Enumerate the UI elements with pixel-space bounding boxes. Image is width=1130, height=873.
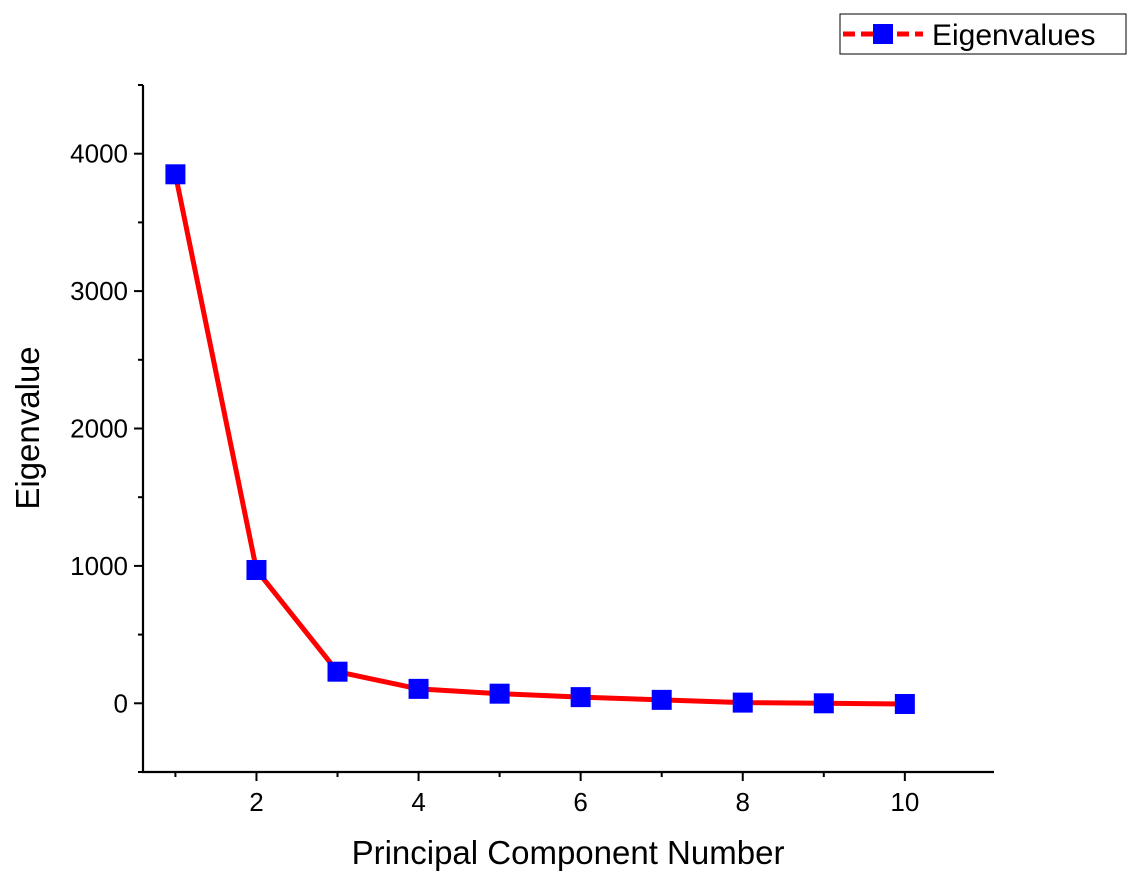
x-tick-label: 8 [736,787,750,817]
x-ticks: 2 4 6 8 10 [174,772,919,817]
y-ticks: 0 1000 2000 3000 4000 [70,84,143,773]
series-line [172,171,908,707]
y-tick-label: 1000 [70,551,128,581]
data-point-marker [489,683,510,704]
legend-label: Eigenvalues [932,19,1095,52]
data-point-marker [408,678,429,699]
data-point-marker [732,692,753,713]
legend-marker-swatch [873,24,893,44]
data-point-marker [570,687,591,708]
x-tick-label: 6 [573,787,587,817]
y-tick-label: 3000 [70,276,128,306]
x-axis-title: Principal Component Number [352,834,785,871]
x-tick-label: 10 [890,787,919,817]
data-point-marker [813,693,834,714]
y-tick-label: 0 [114,688,128,718]
legend: Eigenvalues [839,13,1127,55]
y-tick-label: 4000 [70,139,128,169]
data-point-marker [165,164,186,185]
x-tick-label: 2 [249,787,263,817]
data-point-marker [246,560,267,581]
axes [141,85,994,774]
y-tick-label: 2000 [70,414,128,444]
data-point-marker [327,661,348,682]
data-point-marker [651,689,672,710]
x-tick-label: 4 [411,787,425,817]
data-point-marker [894,693,915,714]
series-layer [165,164,915,714]
y-axis-title: Eigenvalue [9,346,46,509]
